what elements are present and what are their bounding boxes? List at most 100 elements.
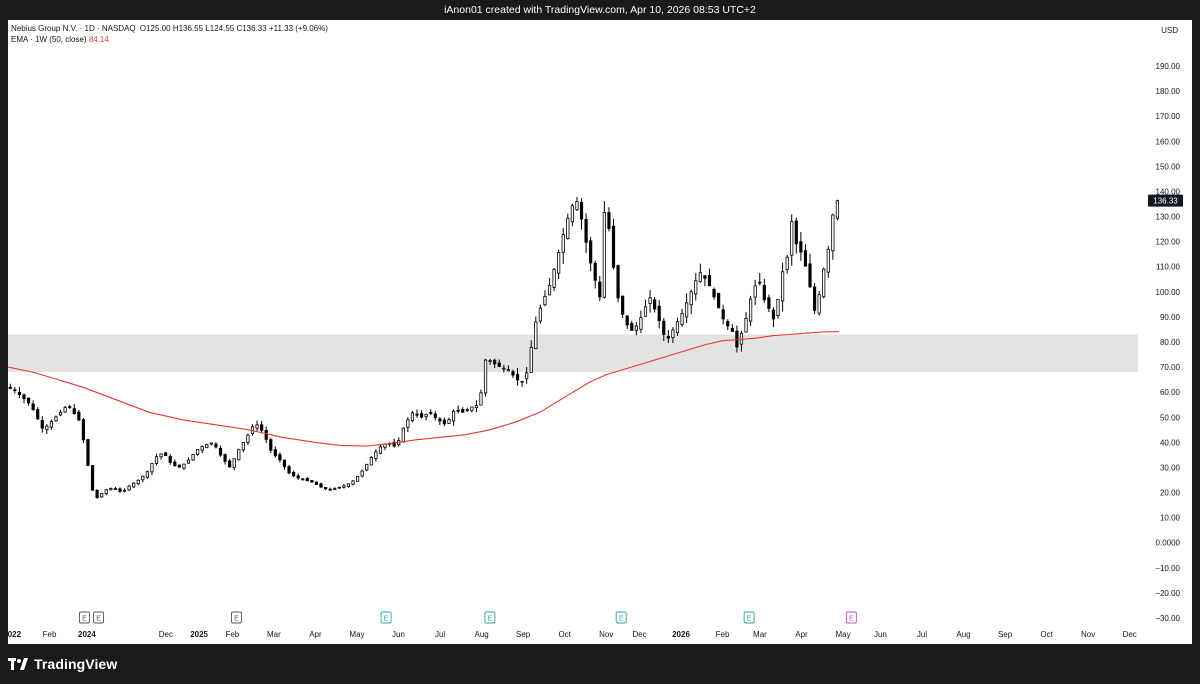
candle-body [543, 295, 547, 306]
candle-body [319, 483, 323, 488]
candle-body [625, 315, 629, 326]
x-tick-label: Apr [309, 630, 322, 639]
price-chart[interactable]: 190.00 180.00 170.00 160.00 150.00 140.00 130.… [8, 20, 1192, 644]
x-tick-label: 2024 [78, 630, 96, 639]
candle-body [762, 285, 766, 301]
symbol-info: Nebius Group N.V. · 1D · NASDAQ O125.00 … [11, 23, 328, 34]
earnings-event-label: E [384, 616, 389, 623]
earnings-event-icon [231, 611, 242, 624]
candle-body [653, 299, 657, 310]
candle-body [346, 483, 351, 487]
y-tick-label: 40.00 [1160, 438, 1181, 447]
candle-body [566, 217, 570, 240]
candle-body [45, 425, 49, 430]
candle-body [214, 443, 218, 448]
candle-body [86, 439, 90, 466]
candle-body [639, 317, 643, 330]
candle-body [461, 409, 465, 413]
x-tick-label: Apr [795, 630, 808, 639]
y-tick-label: 70.00 [1160, 363, 1181, 372]
candle-body [698, 272, 702, 283]
candle-body [488, 360, 492, 363]
candle-body [401, 427, 405, 443]
last-price-badge [1148, 194, 1183, 207]
candle-body [209, 442, 213, 445]
candle-body [502, 367, 506, 370]
candle-body [598, 281, 602, 298]
candle-body [438, 418, 442, 422]
candle-body [296, 475, 300, 479]
candle-body [424, 413, 428, 418]
candle-body [611, 225, 616, 268]
candle-body [127, 485, 131, 491]
candle-body [351, 480, 355, 485]
candle-body [538, 307, 542, 322]
y-tick-label: 90.00 [1160, 313, 1181, 322]
last-price-label: 136.33 [1153, 197, 1178, 206]
currency-label: USD [1161, 26, 1178, 35]
chart-legend: Nebius Group N.V. · 1D · NASDAQ O125.00 … [11, 23, 328, 45]
candle-body [273, 449, 277, 457]
candle-body [657, 305, 661, 322]
candle-body [835, 200, 840, 219]
candle-body [671, 329, 675, 339]
candle-body [415, 413, 419, 416]
candle-body [36, 409, 40, 420]
candle-body [333, 488, 337, 490]
candle-body [81, 419, 86, 441]
candle-body [264, 430, 268, 440]
candle-body [164, 452, 168, 456]
candle-body [575, 201, 579, 211]
earnings-event-label: E [747, 616, 752, 623]
tradingview-logo[interactable]: TradingView [8, 656, 117, 672]
candle-body [342, 485, 346, 488]
ema-line [8, 331, 839, 447]
candle-body [483, 359, 488, 394]
candle-body [817, 294, 821, 314]
candle-body [31, 403, 35, 411]
tradingview-brand-text: TradingView [34, 656, 118, 672]
candle-body [22, 394, 26, 400]
x-tick-label: Jun [392, 630, 405, 639]
candle-body [255, 424, 259, 429]
candle-body [570, 205, 574, 223]
candle-body [803, 250, 808, 267]
y-tick-label: 110.00 [1156, 263, 1180, 272]
y-tick-label: 50.00 [1160, 413, 1181, 422]
earnings-event-label: E [96, 616, 101, 623]
candle-body [799, 241, 803, 253]
x-tick-label: Feb [225, 630, 239, 639]
x-tick-label: Mar [753, 630, 767, 639]
y-tick-label: 170.00 [1156, 112, 1181, 121]
candle-body [200, 446, 204, 451]
candle-body [634, 325, 638, 331]
candle-body [465, 409, 469, 412]
candle-body [419, 413, 424, 418]
x-tick-label: Nov [1081, 630, 1095, 639]
chart-panel[interactable]: 190.00 180.00 170.00 160.00 150.00 140.00 130.… [8, 20, 1192, 644]
candle-body [812, 286, 817, 311]
candle-body [269, 439, 273, 451]
candle-body [292, 472, 296, 477]
candle-body [607, 212, 611, 229]
candle-body [593, 262, 597, 281]
candle-body [433, 413, 437, 418]
candle-body [520, 380, 524, 383]
candle-body [767, 297, 771, 309]
candle-body [429, 412, 433, 414]
candle-body [159, 453, 163, 458]
candle-body [447, 419, 451, 424]
candle-body [529, 347, 533, 373]
candle-body [287, 466, 291, 474]
candle-body [547, 284, 552, 296]
candle-body [104, 489, 108, 494]
earnings-event-icon [743, 611, 755, 624]
x-tick-label: Nov [599, 630, 613, 639]
candle-body [310, 480, 314, 483]
candle-body [474, 405, 479, 409]
candle-body [643, 306, 648, 317]
y-tick-label: 100.00 [1156, 288, 1181, 297]
candle-body [205, 443, 209, 449]
candle-body [689, 291, 693, 306]
ohlc-change: +11.33 (+9.06%) [268, 24, 328, 33]
